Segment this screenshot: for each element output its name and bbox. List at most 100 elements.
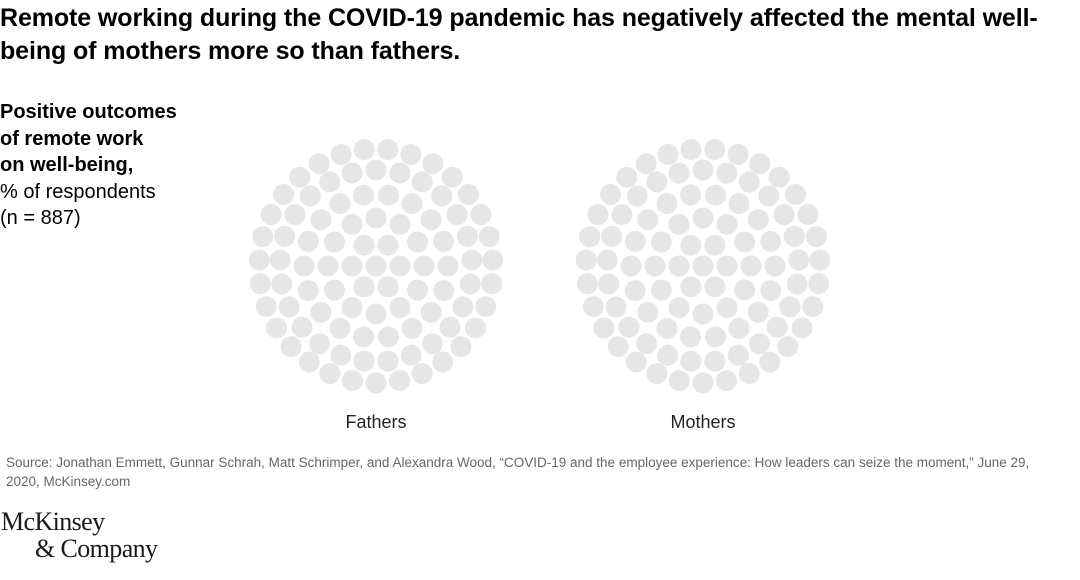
dot-mothers: [785, 183, 806, 205]
dot-fathers: [389, 297, 411, 319]
dot-fathers: [456, 225, 478, 247]
dot-fathers: [433, 230, 455, 252]
dot-mothers: [768, 166, 790, 188]
dot-mothers: [805, 226, 827, 248]
dot-mothers: [773, 204, 795, 226]
dot-mothers: [611, 204, 633, 226]
side-label-line-3: on well-being,: [0, 154, 134, 176]
logo-line-1: McKinsey: [1, 507, 105, 536]
dot-mothers: [704, 234, 726, 256]
dot-mothers: [738, 363, 760, 384]
dot-fathers: [475, 296, 497, 318]
dot-mothers: [760, 280, 782, 302]
side-label-line-2: of remote work: [0, 127, 144, 150]
dot-mothers: [760, 230, 782, 252]
dot-fathers: [341, 370, 363, 392]
dot-mothers: [605, 296, 627, 318]
dot-fathers: [452, 296, 474, 318]
dot-mothers: [716, 370, 738, 392]
cluster-mothers: [575, 139, 831, 394]
dot-mothers: [716, 213, 738, 235]
dot-mothers: [747, 301, 769, 323]
dot-mothers: [668, 297, 690, 319]
dot-mothers: [650, 231, 672, 253]
dot-mothers: [680, 276, 702, 298]
dot-fathers: [297, 280, 319, 302]
dot-mothers: [656, 317, 678, 339]
dot-mothers: [692, 255, 714, 277]
dot-mothers: [620, 255, 642, 277]
dot-cluster-chart: Fathers Mothers: [248, 139, 831, 432]
dot-fathers: [353, 350, 375, 372]
dot-fathers: [353, 184, 374, 206]
dot-fathers: [353, 139, 375, 161]
dot-fathers: [389, 162, 411, 184]
dot-fathers: [255, 296, 277, 318]
dot-mothers: [783, 225, 805, 247]
dot-fathers: [401, 317, 423, 339]
dot-mothers: [786, 273, 808, 295]
dot-fathers: [329, 317, 351, 339]
dot-fathers: [377, 234, 399, 256]
dot-mothers: [797, 204, 819, 225]
dot-fathers: [299, 185, 321, 207]
dot-mothers: [680, 234, 702, 256]
cluster-fathers: [248, 139, 504, 394]
dot-fathers: [464, 317, 486, 339]
dot-fathers: [365, 372, 387, 394]
dot-mothers: [716, 255, 738, 277]
dot-fathers: [323, 279, 345, 301]
dot-fathers: [378, 326, 399, 348]
dot-fathers: [446, 204, 468, 226]
dot-mothers: [764, 255, 786, 277]
dot-mothers: [705, 326, 726, 348]
dot-fathers: [377, 276, 399, 298]
dot-fathers: [341, 162, 363, 184]
dot-mothers: [748, 333, 770, 355]
dot-fathers: [280, 336, 302, 358]
dot-mothers: [766, 316, 788, 338]
dot-fathers: [401, 193, 423, 215]
dot-fathers: [441, 166, 463, 188]
dot-mothers: [575, 249, 597, 271]
dot-mothers: [598, 273, 620, 295]
dot-mothers: [758, 185, 780, 207]
dot-fathers: [309, 333, 331, 355]
dot-fathers: [411, 171, 433, 193]
dot-mothers: [668, 213, 690, 235]
dot-mothers: [657, 143, 679, 165]
dot-fathers: [353, 326, 374, 348]
dot-mothers: [692, 372, 714, 394]
dot-mothers: [680, 350, 702, 372]
dot-fathers: [413, 255, 435, 277]
dot-mothers: [727, 143, 749, 165]
dot-fathers: [330, 344, 352, 366]
dot-fathers: [260, 204, 282, 225]
dot-mothers: [680, 139, 702, 161]
dot-fathers: [266, 317, 288, 339]
dot-fathers: [293, 255, 315, 277]
dot-mothers: [593, 317, 615, 339]
dot-fathers: [310, 301, 332, 323]
dot-mothers: [716, 162, 738, 184]
dot-fathers: [248, 249, 270, 271]
dot-mothers: [616, 166, 638, 188]
dot-mothers: [759, 351, 781, 373]
dot-fathers: [458, 183, 479, 205]
logo-line-2: & Company: [35, 534, 158, 563]
dot-mothers: [607, 336, 629, 358]
dot-fathers: [481, 273, 503, 295]
dot-mothers: [582, 296, 604, 318]
dot-mothers: [656, 193, 678, 215]
chart-title: Remote working during the COVID-19 pande…: [0, 4, 1038, 65]
dot-fathers: [271, 273, 293, 295]
dot-fathers: [323, 231, 345, 253]
dot-mothers: [668, 370, 690, 392]
dot-mothers: [808, 273, 830, 295]
dot-mothers: [624, 230, 646, 252]
dot-fathers: [341, 255, 363, 277]
dot-fathers: [461, 249, 483, 271]
dot-mothers: [704, 350, 726, 372]
dot-fathers: [400, 344, 422, 366]
dot-mothers: [704, 276, 726, 298]
